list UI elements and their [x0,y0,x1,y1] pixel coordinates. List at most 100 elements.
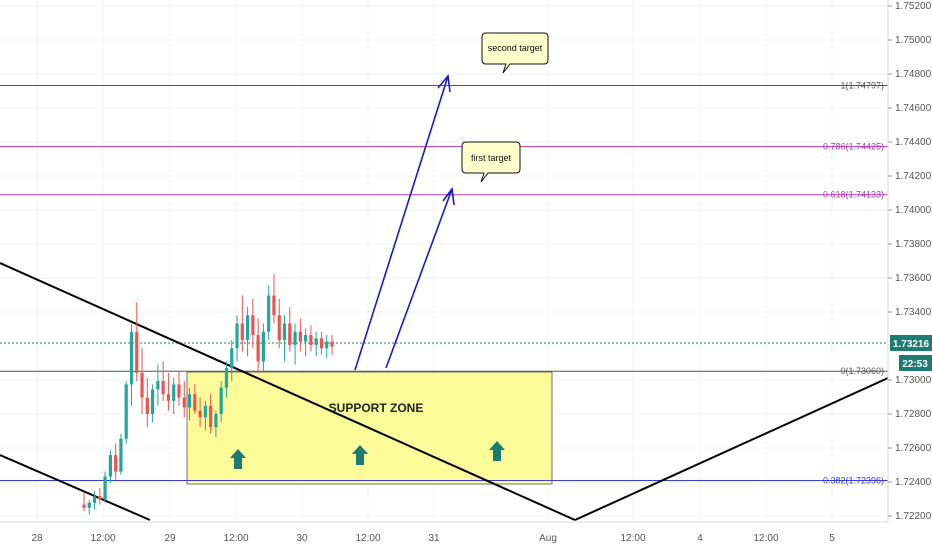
y-tick-label: 1.73000 [895,375,932,386]
candle-body [187,394,192,408]
candle-body [240,323,244,340]
candle-body [166,394,171,401]
price-axis[interactable]: 1.75200 1.75000 1.74800 1.74600 1.74400 1.742… [888,1,932,522]
target-arrows [354,74,455,371]
candle-body [103,476,107,500]
candle-body [209,405,213,428]
candle-body [230,348,234,368]
fib-level-label: 0.618(1.74133) [823,190,884,200]
candle-body [261,331,266,362]
fib-level-label: 0.382(1.72396) [823,475,884,485]
candle-body [150,389,155,414]
candle-body [98,496,102,500]
callout-second-target-text: second target [488,43,543,53]
candle-body [325,341,329,349]
trendline-rising [574,377,889,521]
y-tick-label: 1.72600 [895,443,932,454]
y-tick-label: 1.73800 [895,239,932,250]
candle-body [309,335,313,345]
x-tick-label: 4 [697,533,703,544]
candle-body [161,381,165,395]
candle-body [140,372,144,398]
candle-body [182,397,186,408]
x-tick-label: 12:00 [620,533,645,544]
candle-body [145,397,149,414]
y-tick-label: 1.75000 [895,35,932,46]
up-arrow-icon [230,449,246,469]
candle-body [82,504,86,508]
callout-second-target: second target [481,32,549,74]
y-tick-label: 1.74400 [895,137,932,148]
support-zone-label: SUPPORT ZONE [329,401,424,415]
candle-body [330,341,334,347]
price-axis-bg [888,0,932,550]
candle-body [114,455,118,472]
candle-body [219,387,223,414]
y-tick-label: 1.74600 [895,103,932,114]
candle-body [319,338,324,349]
candle-body [172,384,176,401]
fib-level-label: 1(1.74797) [840,80,884,90]
arrow-first-target [385,188,453,369]
candle-body [92,496,97,503]
x-tick-label: 28 [31,533,43,544]
y-tick-label: 1.74800 [895,69,932,80]
candle-body [224,367,229,388]
up-arrows [230,441,505,469]
y-tick-label: 1.75200 [895,1,932,12]
candle-body [256,335,260,362]
candle-body [277,315,281,340]
fib-level-label: 0(1.73060) [840,366,884,376]
candle-body [251,315,255,336]
candle-body [129,331,134,385]
candlesticks [82,274,334,515]
x-tick-label: 31 [428,533,440,544]
candle-body [108,455,112,477]
candle-body [314,338,318,345]
candle-body [203,405,207,418]
x-tick-label: 12:00 [223,533,248,544]
y-tick-label: 1.72400 [895,477,932,488]
x-tick-label: 12:00 [355,533,380,544]
candle-body [87,502,91,508]
candle-body [304,335,308,342]
up-arrow-icon [489,441,505,461]
candle-body [119,438,123,472]
arrowhead-first-target [442,186,455,206]
y-tick-label: 1.74200 [895,171,932,182]
arrowhead-second-target [437,74,451,93]
y-tick-label: 1.72800 [895,409,932,420]
candle-body [214,414,218,428]
candle-body [267,295,271,332]
candle-body [135,331,139,373]
y-tick-label: 1.74000 [895,205,932,216]
candle-body [193,394,197,411]
time-axis[interactable]: 28 12:00 29 12:00 30 12:00 31 Aug 12:00 4 12:00 5 [31,533,835,544]
candle-body [288,323,292,345]
up-arrow-icon [352,445,368,465]
candle-body [245,315,250,340]
countdown-value: 22:53 [902,359,928,370]
x-tick-label: Aug [539,533,557,544]
y-tick-label: 1.73400 [895,307,932,318]
x-tick-label: 29 [164,533,176,544]
callout-first-target: first target [461,141,521,183]
trendline-lower [0,454,151,521]
callout-first-target-text: first target [471,153,512,163]
candle-body [298,331,302,342]
x-tick-label: 12:00 [753,533,778,544]
fib-levels: 1(1.74797) 0.786(1.74425) 0.618(1.74133) 0(… [0,80,888,485]
candle-body [124,384,128,439]
arrow-second-target [354,75,449,371]
fib-level-label: 0.786(1.74425) [823,142,884,152]
candle-body [156,381,160,390]
trendline-upper [0,262,576,521]
candle-body [282,323,287,340]
x-tick-label: 12:00 [90,533,115,544]
candle-body [272,295,276,316]
candle-body [293,331,297,345]
y-tick-label: 1.72200 [895,511,932,522]
current-price-tag: 1.73216 22:53 [890,335,932,371]
candle-body [198,410,202,418]
